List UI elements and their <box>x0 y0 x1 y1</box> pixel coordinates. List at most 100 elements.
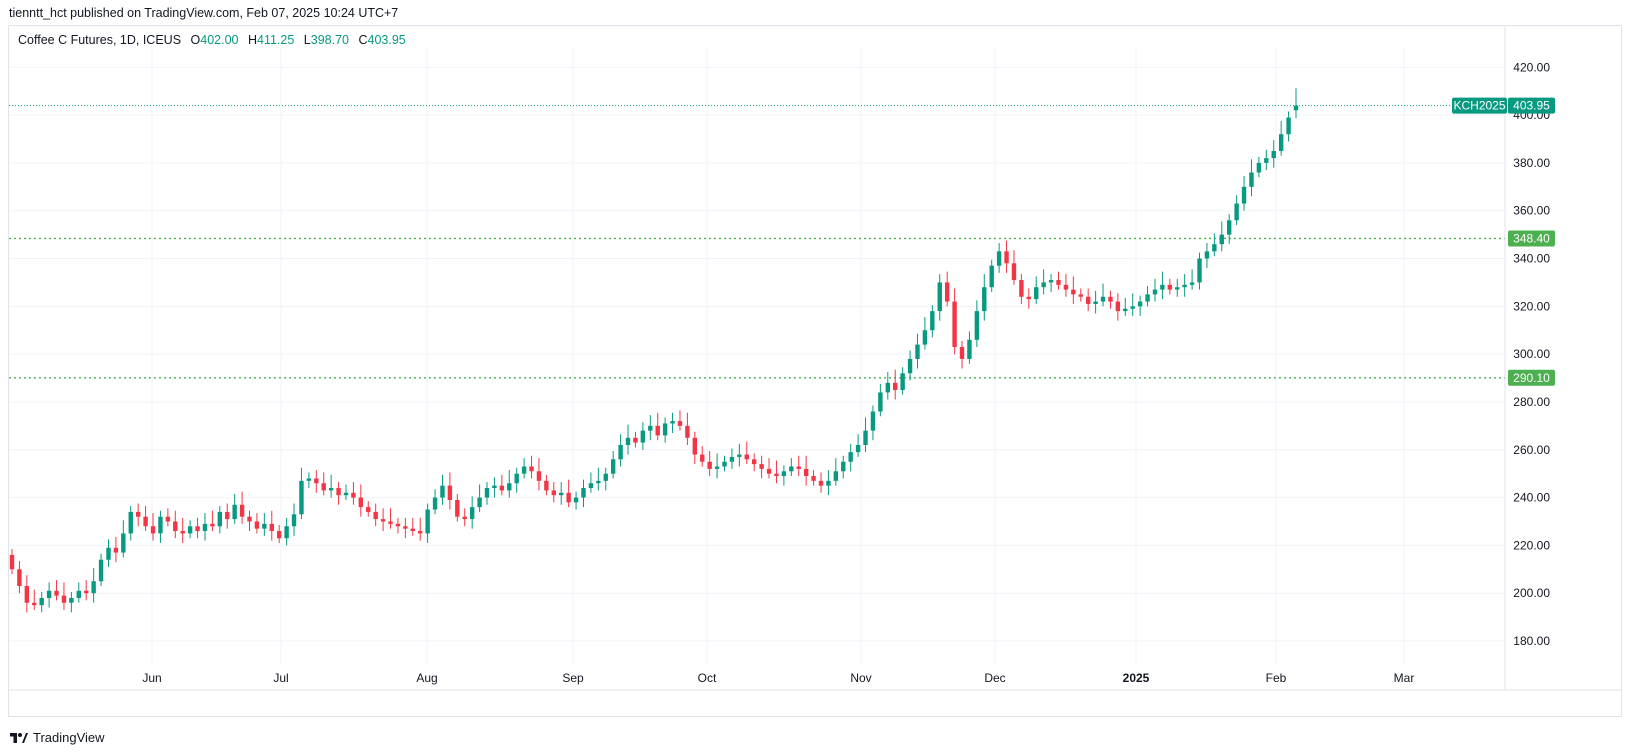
candle-body <box>306 478 312 481</box>
candle-down <box>1115 293 1121 321</box>
candle-up <box>1123 297 1128 316</box>
candle-body <box>603 473 608 481</box>
candle-up <box>640 422 646 450</box>
candle-up <box>1197 252 1202 290</box>
candle-up <box>46 582 52 608</box>
candle-body <box>1234 203 1239 221</box>
candle-body <box>1048 280 1054 283</box>
candle-up <box>106 539 111 567</box>
candle-body <box>358 497 364 508</box>
candle-down <box>462 508 467 527</box>
candle-body <box>855 444 861 453</box>
candle-body <box>1219 234 1224 245</box>
tradingview-logo-icon <box>10 732 28 743</box>
candle-down <box>1078 288 1083 302</box>
candle-body <box>1041 282 1046 288</box>
candle-up <box>826 470 831 496</box>
candle-up <box>559 482 564 505</box>
candle-up <box>306 472 312 489</box>
candle-down <box>195 517 200 539</box>
candle-body <box>774 473 779 477</box>
candle-up <box>596 467 601 491</box>
candle-body <box>150 526 156 534</box>
candle-body <box>173 521 178 532</box>
candle-body <box>17 569 22 587</box>
candle-down <box>239 491 245 524</box>
candle-down <box>373 503 378 527</box>
candle-down <box>774 460 779 484</box>
candle-body <box>766 468 772 474</box>
candle-body <box>1004 251 1009 264</box>
candle-down <box>32 589 37 610</box>
candle-body <box>1071 289 1076 295</box>
time-tick-label: Sep <box>562 671 584 685</box>
candle-body <box>1227 220 1232 235</box>
candle-down <box>707 450 712 477</box>
candle-body <box>1137 301 1143 307</box>
candle-down <box>351 482 356 505</box>
level-2-tag-bg <box>1508 369 1555 386</box>
candle-body <box>1108 296 1113 302</box>
candle-down <box>225 503 230 529</box>
candle-down <box>1085 288 1091 312</box>
price-tick-label: 420.00 <box>1513 60 1550 74</box>
candle-up <box>1041 269 1046 295</box>
candle-body <box>432 497 438 510</box>
candle-down <box>1063 274 1069 297</box>
candle-up <box>328 474 334 498</box>
last-price-tag-bg <box>1508 97 1555 114</box>
candle-body <box>291 514 297 527</box>
candle-body <box>529 466 534 472</box>
candle-up <box>996 242 1002 273</box>
candle-body <box>1167 284 1173 290</box>
candle-up <box>937 274 942 321</box>
footer[interactable]: TradingView <box>10 730 105 745</box>
price-tick-label: 260.00 <box>1513 443 1550 457</box>
candle-up <box>432 489 438 515</box>
candle-down <box>143 505 148 532</box>
close-label: C <box>358 33 368 47</box>
candle-body <box>418 531 423 534</box>
level-1-tag-text: 348.40 <box>1513 231 1550 245</box>
candle-body <box>276 531 282 539</box>
candle-body <box>1026 296 1032 300</box>
price-tick-label: 220.00 <box>1513 538 1550 552</box>
candle-body <box>1011 263 1017 281</box>
candle-up <box>737 443 742 467</box>
candle-down <box>536 458 542 491</box>
time-tick-label: Jul <box>273 671 288 685</box>
candle-body <box>655 425 660 436</box>
time-tick-label: 2025 <box>1123 671 1150 685</box>
time-tick-label: Aug <box>416 671 437 685</box>
candle-body <box>366 507 371 512</box>
candle-body <box>9 554 15 570</box>
candle-up <box>98 553 104 587</box>
candle-body <box>410 528 415 532</box>
candle-down <box>210 510 215 532</box>
candle-body <box>559 492 564 496</box>
candle-body <box>1078 294 1083 297</box>
candle-body <box>165 516 171 522</box>
candle-up <box>714 453 720 479</box>
candle-up <box>477 484 482 512</box>
time-tick-label: Mar <box>1394 671 1415 685</box>
candle-down <box>403 517 408 539</box>
candle-up <box>158 510 163 543</box>
candle-up <box>1234 195 1239 226</box>
candle-body <box>618 444 623 460</box>
high-value: 411.25 <box>257 33 295 47</box>
candle-down <box>1026 288 1032 309</box>
candle-body <box>714 466 720 469</box>
candle-up <box>291 503 297 536</box>
candle-body <box>477 497 482 508</box>
candle-body <box>573 497 579 503</box>
candle-down <box>499 474 505 496</box>
candle-up <box>1130 293 1135 316</box>
candle-body <box>373 511 378 520</box>
candle-up <box>618 434 623 467</box>
candle-body <box>425 509 430 534</box>
candle-body <box>1264 158 1269 163</box>
candle-up <box>1219 221 1224 252</box>
candle-body <box>588 483 594 489</box>
